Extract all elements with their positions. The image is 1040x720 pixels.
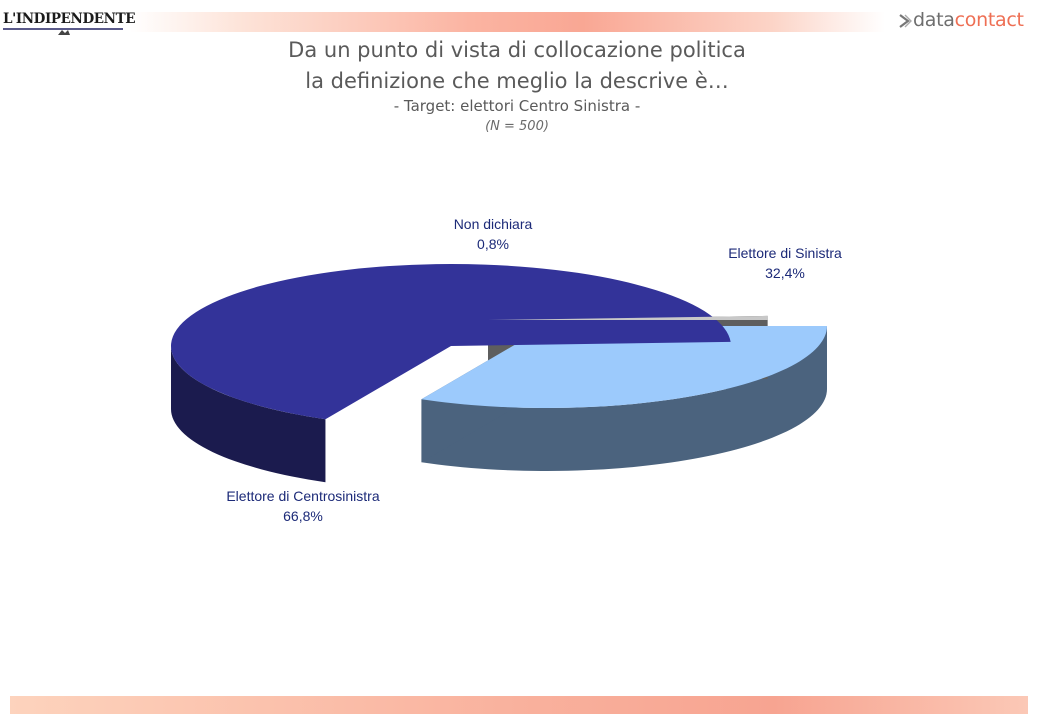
sample-size-note: (N = 500) <box>485 119 549 134</box>
pie-slice-sinistra <box>421 326 827 408</box>
datacontact-logo: datacontact <box>898 9 1032 33</box>
logo-emblem-icon <box>58 30 70 35</box>
lindipendente-logo: L'INDIPENDENTE <box>3 11 136 37</box>
chart-title-line-1: Da un punto di vista di collocazione pol… <box>288 38 746 62</box>
logo-underline <box>3 28 123 30</box>
logo-text-contact: contact <box>954 9 1024 31</box>
pie-slice-side-sinistra <box>421 326 827 471</box>
slice-label-sinistra: Elettore di Sinistra 32,4% <box>705 243 865 283</box>
slice-label-value: 66,8% <box>283 508 323 524</box>
chart-subtitle: - Target: elettori Centro Sinistra - <box>393 97 641 115</box>
slice-label-non-dichiara: Non dichiara 0,8% <box>430 214 556 254</box>
pie-slice-non-dichiara <box>488 315 768 320</box>
pie-slice-centrosinistra <box>171 264 731 420</box>
pie-tops <box>171 264 827 420</box>
slice-label-name: Non dichiara <box>453 216 533 232</box>
pie-slice-side-centrosinistra <box>170 346 326 483</box>
header-gradient-bar <box>130 12 885 32</box>
chart-title-line-2: la definizione che meglio la descrive è… <box>305 69 729 93</box>
slice-label-name: Elettore di Centrosinistra <box>226 488 380 504</box>
slice-label-name: Elettore di Sinistra <box>728 245 842 261</box>
datacontact-swoosh-icon <box>899 14 912 28</box>
slice-label-centrosinistra: Elettore di Centrosinistra 66,8% <box>200 486 406 526</box>
slice-label-value: 0,8% <box>477 236 509 252</box>
footer-gradient-bar <box>10 696 1028 714</box>
lindipendente-logo-text: L'INDIPENDENTE <box>3 11 136 27</box>
logo-text-data: data <box>913 9 955 31</box>
slice-label-value: 32,4% <box>765 265 805 281</box>
